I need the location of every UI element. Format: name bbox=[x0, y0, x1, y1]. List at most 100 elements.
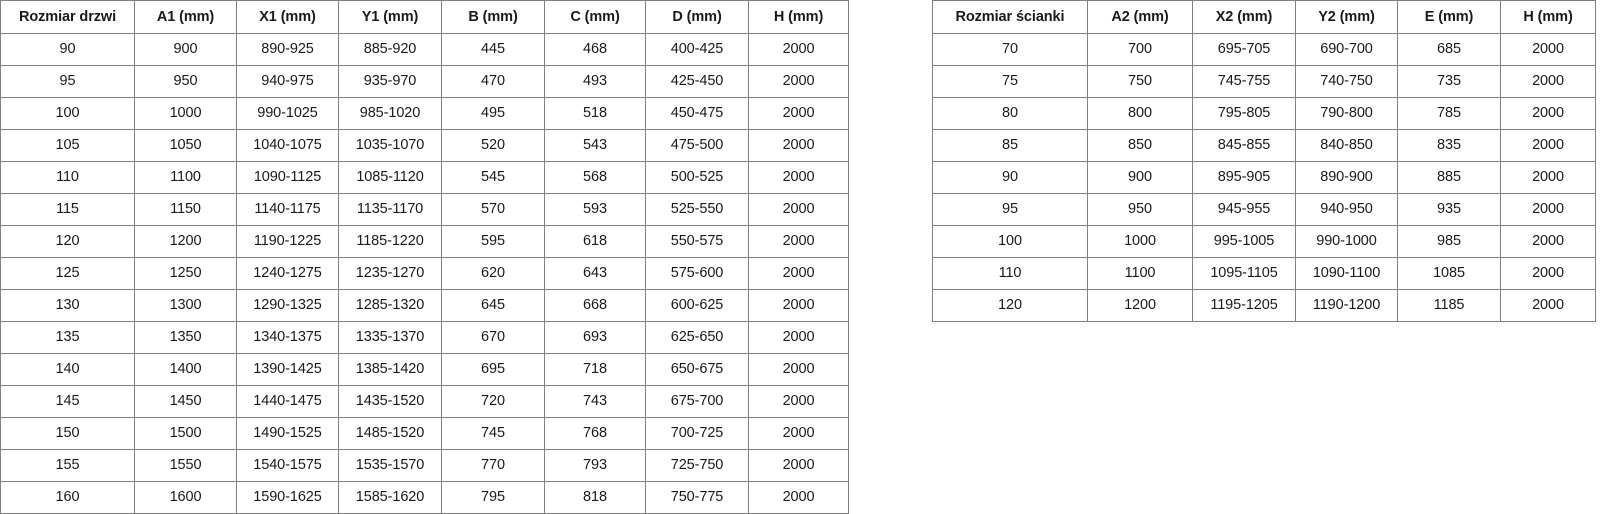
table-cell: 1350 bbox=[134, 321, 237, 354]
column-header-h: H (mm) bbox=[748, 0, 849, 34]
table-row: 95 950 945-955 940-950 935 2000 bbox=[932, 193, 1596, 226]
table-cell: 1100 bbox=[134, 161, 237, 194]
table-cell: 1440-1475 bbox=[236, 385, 339, 418]
table-cell: 1550 bbox=[134, 449, 237, 482]
table-cell: 520 bbox=[441, 129, 545, 162]
table-cell: 575-600 bbox=[645, 257, 749, 290]
table-cell: 1150 bbox=[134, 193, 237, 226]
table-cell: 768 bbox=[544, 417, 646, 450]
table-cell: 745-755 bbox=[1192, 65, 1296, 98]
table-cell: 2000 bbox=[748, 321, 849, 354]
table-cell: 693 bbox=[544, 321, 646, 354]
table-cell: 1090-1125 bbox=[236, 161, 339, 194]
table-cell: 895-905 bbox=[1192, 161, 1296, 194]
table-cell: 2000 bbox=[1500, 225, 1596, 258]
table-cell: 1240-1275 bbox=[236, 257, 339, 290]
table-cell: 568 bbox=[544, 161, 646, 194]
table-cell: 115 bbox=[0, 193, 135, 226]
table-row: 70 700 695-705 690-700 685 2000 bbox=[932, 33, 1596, 66]
table-cell: 1590-1625 bbox=[236, 481, 339, 514]
table-cell: 1340-1375 bbox=[236, 321, 339, 354]
wall-size-table: Rozmiar ścianki A2 (mm) X2 (mm) Y2 (mm) … bbox=[932, 0, 1596, 322]
table-cell: 695-705 bbox=[1192, 33, 1296, 66]
table-cell: 668 bbox=[544, 289, 646, 322]
table-cell: 950 bbox=[1087, 193, 1193, 226]
column-header-h: H (mm) bbox=[1500, 0, 1596, 34]
table-cell: 1600 bbox=[134, 481, 237, 514]
table-row: 145 1450 1440-1475 1435-1520 720 743 675-700 20… bbox=[0, 385, 849, 418]
table-row: 120 1200 1195-1205 1190-1200 1185 2000 bbox=[932, 289, 1596, 322]
table-cell: 105 bbox=[0, 129, 135, 162]
table-row: 150 1500 1490-1525 1485-1520 745 768 700-725 20… bbox=[0, 417, 849, 450]
table-cell: 1090-1100 bbox=[1295, 257, 1398, 290]
table-row: 80 800 795-805 790-800 785 2000 bbox=[932, 97, 1596, 130]
column-header-x2: X2 (mm) bbox=[1192, 0, 1296, 34]
table-cell: 940-950 bbox=[1295, 193, 1398, 226]
table-cell: 795 bbox=[441, 481, 545, 514]
table-cell: 85 bbox=[932, 129, 1088, 162]
table-cell: 845-855 bbox=[1192, 129, 1296, 162]
table-cell: 475-500 bbox=[645, 129, 749, 162]
table-cell: 718 bbox=[544, 353, 646, 386]
table-cell: 985 bbox=[1397, 225, 1501, 258]
table-cell: 1390-1425 bbox=[236, 353, 339, 386]
table-row: 140 1400 1390-1425 1385-1420 695 718 650-675 20… bbox=[0, 353, 849, 386]
table-cell: 2000 bbox=[748, 481, 849, 514]
table-cell: 985-1020 bbox=[338, 97, 442, 130]
table-cell: 743 bbox=[544, 385, 646, 418]
table-cell: 790-800 bbox=[1295, 97, 1398, 130]
table-cell: 1400 bbox=[134, 353, 237, 386]
table-cell: 518 bbox=[544, 97, 646, 130]
table-cell: 2000 bbox=[1500, 65, 1596, 98]
table-cell: 595 bbox=[441, 225, 545, 258]
table-cell: 890-925 bbox=[236, 33, 339, 66]
table-cell: 1500 bbox=[134, 417, 237, 450]
column-header-c: C (mm) bbox=[544, 0, 646, 34]
table-cell: 1490-1525 bbox=[236, 417, 339, 450]
table-cell: 885-920 bbox=[338, 33, 442, 66]
table-cell: 675-700 bbox=[645, 385, 749, 418]
table-cell: 450-475 bbox=[645, 97, 749, 130]
table-cell: 885 bbox=[1397, 161, 1501, 194]
table-cell: 695 bbox=[441, 353, 545, 386]
table-cell: 835 bbox=[1397, 129, 1501, 162]
table-cell: 550-575 bbox=[645, 225, 749, 258]
table-cell: 120 bbox=[0, 225, 135, 258]
table-cell: 525-550 bbox=[645, 193, 749, 226]
table-cell: 890-900 bbox=[1295, 161, 1398, 194]
table-cell: 2000 bbox=[748, 289, 849, 322]
table-cell: 1135-1170 bbox=[338, 193, 442, 226]
table-cell: 543 bbox=[544, 129, 646, 162]
table-cell: 940-975 bbox=[236, 65, 339, 98]
table-row: 75 750 745-755 740-750 735 2000 bbox=[932, 65, 1596, 98]
table-cell: 2000 bbox=[748, 449, 849, 482]
doors-size-table: Rozmiar drzwi A1 (mm) X1 (mm) Y1 (mm) B … bbox=[0, 0, 849, 514]
table-cell: 600-625 bbox=[645, 289, 749, 322]
table-cell: 685 bbox=[1397, 33, 1501, 66]
table-row: 110 1100 1090-1125 1085-1120 545 568 500-525 20… bbox=[0, 161, 849, 194]
table-cell: 1050 bbox=[134, 129, 237, 162]
table-cell: 1435-1520 bbox=[338, 385, 442, 418]
table-cell: 110 bbox=[0, 161, 135, 194]
table-cell: 1000 bbox=[134, 97, 237, 130]
table-cell: 2000 bbox=[748, 257, 849, 290]
table-cell: 445 bbox=[441, 33, 545, 66]
table-cell: 1000 bbox=[1087, 225, 1193, 258]
table-cell: 618 bbox=[544, 225, 646, 258]
table-row: 100 1000 995-1005 990-1000 985 2000 bbox=[932, 225, 1596, 258]
wall-table-body: 70 700 695-705 690-700 685 2000 75 750 745-755 74… bbox=[932, 33, 1596, 322]
column-header-rozmiar-drzwi: Rozmiar drzwi bbox=[0, 0, 135, 34]
table-cell: 155 bbox=[0, 449, 135, 482]
table-cell: 2000 bbox=[1500, 33, 1596, 66]
table-cell: 740-750 bbox=[1295, 65, 1398, 98]
table-cell: 120 bbox=[932, 289, 1088, 322]
table-cell: 1185-1220 bbox=[338, 225, 442, 258]
table-cell: 785 bbox=[1397, 97, 1501, 130]
table-cell: 470 bbox=[441, 65, 545, 98]
table-cell: 95 bbox=[932, 193, 1088, 226]
table-cell: 125 bbox=[0, 257, 135, 290]
table-cell: 425-450 bbox=[645, 65, 749, 98]
table-cell: 110 bbox=[932, 257, 1088, 290]
table-cell: 745 bbox=[441, 417, 545, 450]
table-cell: 800 bbox=[1087, 97, 1193, 130]
